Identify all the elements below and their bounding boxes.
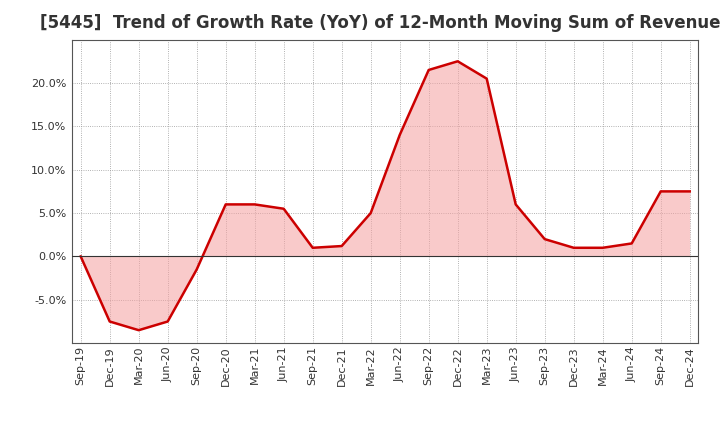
Title: [5445]  Trend of Growth Rate (YoY) of 12-Month Moving Sum of Revenues: [5445] Trend of Growth Rate (YoY) of 12-…	[40, 15, 720, 33]
